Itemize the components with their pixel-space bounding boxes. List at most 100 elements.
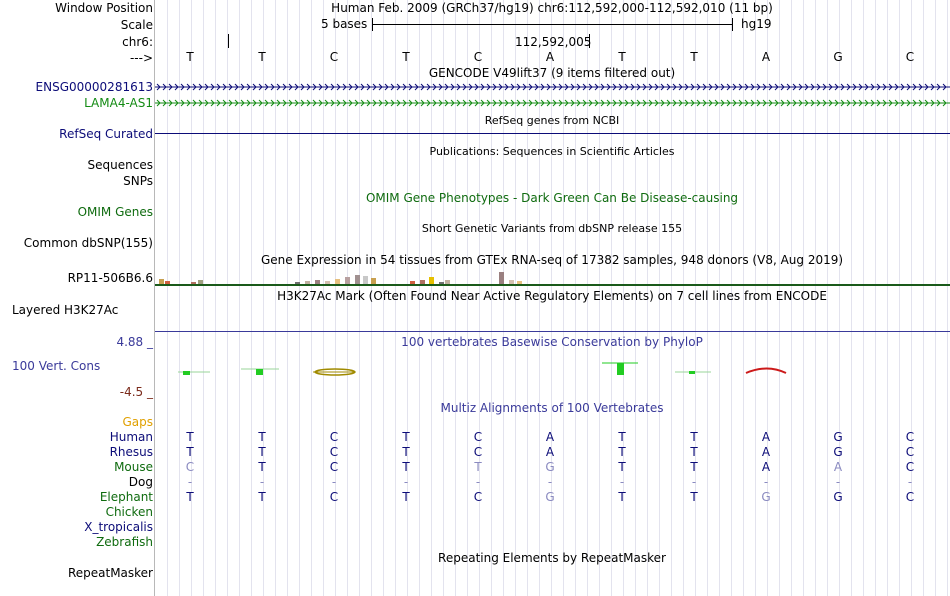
gtex-tissue-bar[interactable] [355,275,360,284]
gene-lama4-as1-chevron [888,99,893,107]
alignment-base: T [402,445,410,459]
chrom-label[interactable]: chr6: [122,35,153,49]
gtex-tissue-bar[interactable] [439,282,444,284]
species-label[interactable]: X_tropicalis [84,520,153,534]
gtex-tissue-bar[interactable] [371,278,376,284]
species-label[interactable]: Zebrafish [96,535,153,549]
window-position-label[interactable]: Window Position [55,1,153,15]
alignment-base: T [402,490,410,504]
gene-lama4-as1-chevron [834,99,839,107]
gtex-tissue-bar[interactable] [429,277,434,284]
gene-ensg-svg[interactable] [155,82,950,92]
phylop-negative-bump [745,367,787,374]
omim-label[interactable]: OMIM Genes [77,205,153,219]
gene-lama4-as1-chevron [318,99,323,107]
gene-ensg-chevron [882,83,887,91]
refseq-label[interactable]: RefSeq Curated [59,127,153,141]
gene-ensg-chevron [930,83,935,91]
gtex-tissue-bar[interactable] [315,280,320,284]
gene-ensg-chevron [822,83,827,91]
gtex-tissue-bar[interactable] [445,280,450,284]
gene-lama4-as1-chevron [606,99,611,107]
strand-label[interactable]: ---> [129,51,153,65]
gene-ensg-chevron [870,83,875,91]
gene-lama4-as1-chevron [294,99,299,107]
alignment-base: T [258,445,266,459]
gene-ensg-chevron [786,83,791,91]
gene-ensg-chevron [162,83,167,91]
gtex-tissue-bar[interactable] [517,281,522,284]
gene-lama4-as1-svg[interactable] [155,98,950,108]
species-label[interactable]: Rhesus [109,445,153,459]
gtex-tissue-bar[interactable] [159,279,164,284]
gene-label-lama4-as1[interactable]: LAMA4-AS1 [84,96,153,110]
gene-ensg-chevron [318,83,323,91]
phylop-plot[interactable] [155,352,950,392]
alignment-base: - [403,475,409,489]
gene-lama4-as1-chevron [366,99,371,107]
gtex-tissue-bar[interactable] [363,276,368,284]
gtex-tissue-bar[interactable] [305,281,310,284]
gene-ensg-chevron [732,83,737,91]
gtex-tissue-bar[interactable] [420,280,425,284]
gene-ensg-chevron [324,83,329,91]
gene-lama4-as1-chevron [312,99,317,107]
species-label[interactable]: Human [109,430,153,444]
h3k27ac-label[interactable]: Layered H3K27Ac [12,303,119,317]
gaps-label[interactable]: Gaps [122,415,153,429]
gene-lama4-as1-chevron [504,99,509,107]
grid-line [923,0,924,596]
gtex-tissue-bar[interactable] [410,281,415,284]
reference-base: T [402,50,410,64]
sequences-label[interactable]: Sequences [87,158,153,172]
gene-lama4-as1-chevron [594,99,599,107]
gene-ensg-chevron [588,83,593,91]
snps-label[interactable]: SNPs [123,174,153,188]
gtex-tissue-bar[interactable] [191,282,196,284]
gene-lama4-as1-chevron [924,99,929,107]
gene-lama4-as1-chevron [510,99,515,107]
gtex-tissue-bar[interactable] [295,282,300,284]
phylop-bar-2 [256,369,263,375]
gene-lama4-as1-chevron [384,99,389,107]
gene-lama4-as1-chevron [600,99,605,107]
gene-ensg-chevron [840,83,845,91]
gene-lama4-as1-chevron [156,99,161,107]
alignment-base: T [618,445,626,459]
reference-base: T [258,50,266,64]
gtex-tissue-bar[interactable] [499,272,504,284]
reference-base: A [545,50,555,64]
gene-ensg-chevron [216,83,221,91]
gtex-baseline [155,284,950,286]
alignment-base: G [833,445,843,459]
gene-ensg-chevron [414,83,419,91]
species-label[interactable]: Chicken [105,505,153,519]
gtex-tissue-bar[interactable] [325,281,330,284]
dbsnp-label[interactable]: Common dbSNP(155) [23,236,153,250]
gene-track-lama4-as1[interactable] [155,98,950,108]
gtex-tissue-bar[interactable] [345,277,350,284]
gtex-gene-label[interactable]: RP11-506B6.6 [67,271,153,285]
gtex-tissue-bar[interactable] [198,280,203,284]
gene-label-ensg[interactable]: ENSG00000281613 [35,80,153,94]
grid-line [299,0,300,596]
gtex-tissue-bar[interactable] [509,280,514,284]
species-label[interactable]: Dog [128,475,153,489]
species-label[interactable]: Elephant [99,490,153,504]
gtex-tissue-bar[interactable] [335,279,340,284]
grid-line [503,0,504,596]
refseq-line[interactable] [155,133,950,134]
gene-ensg-chevron [726,83,731,91]
species-label[interactable]: Mouse [114,460,153,474]
gene-lama4-as1-chevron [870,99,875,107]
grid-line [671,0,672,596]
gtex-tissue-bar[interactable] [165,281,170,284]
grid-line [887,0,888,596]
repeatmasker-label[interactable]: RepeatMasker [67,566,153,580]
gene-ensg-chevron [234,83,239,91]
scale-label[interactable]: Scale [120,18,153,32]
phylop-label[interactable]: 100 Vert. Cons [12,359,101,373]
gene-track-ensg[interactable] [155,82,950,92]
gtex-expression-bars[interactable] [155,270,950,286]
gene-ensg-chevron [618,83,623,91]
